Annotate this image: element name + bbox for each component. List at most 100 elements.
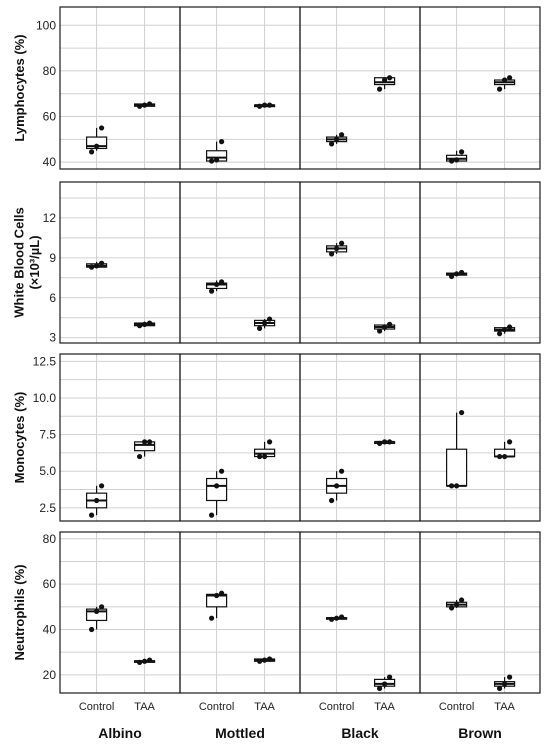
data-point — [209, 615, 215, 621]
data-point — [459, 149, 465, 155]
box-control — [85, 483, 108, 518]
y-axis-label: Monocytes (%) — [12, 392, 27, 484]
data-point — [382, 681, 388, 687]
box-taa — [494, 674, 516, 692]
data-point — [262, 453, 268, 460]
data-point — [377, 440, 383, 446]
data-point — [137, 659, 143, 665]
data-point — [94, 608, 100, 614]
facet-albino — [59, 353, 181, 522]
data-point — [507, 674, 513, 680]
y-tick-label: 2.5 — [39, 501, 56, 515]
data-point — [94, 263, 100, 269]
y-axis-label-line: White Blood Cells — [11, 207, 26, 318]
data-point — [449, 605, 455, 611]
y-axis-label: Lymphocytes (%) — [12, 34, 27, 141]
box-taa — [374, 439, 396, 446]
data-point — [89, 626, 95, 633]
box-taa — [494, 324, 516, 337]
data-point — [449, 483, 455, 489]
y-tick-label: 60 — [43, 110, 57, 124]
box-taa — [134, 101, 156, 109]
box-control — [446, 269, 468, 280]
box-taa — [254, 656, 276, 664]
data-point — [214, 483, 220, 489]
data-point — [267, 656, 273, 662]
facet-black — [299, 181, 421, 344]
data-point — [142, 321, 148, 327]
data-point — [454, 601, 460, 608]
data-point — [459, 409, 465, 416]
facet-border — [419, 353, 541, 522]
data-point — [99, 483, 105, 489]
facet-mottled — [179, 353, 301, 522]
data-point — [507, 75, 513, 81]
data-point — [502, 327, 508, 333]
data-point — [137, 453, 143, 460]
box-taa — [494, 75, 516, 92]
data-point — [329, 141, 335, 147]
data-point — [387, 75, 393, 81]
data-point — [262, 657, 268, 663]
data-point — [147, 439, 153, 445]
data-point — [497, 86, 503, 92]
x-axis-layer: Control TAA Albino Control TAA Mottled Control… — [79, 701, 516, 741]
data-point — [377, 86, 383, 92]
y-tick-label: 6 — [49, 291, 56, 305]
y-tick-label: 7.5 — [39, 428, 56, 442]
data-point — [339, 614, 345, 620]
data-point — [387, 439, 393, 445]
box-control — [326, 468, 348, 504]
panels-layer: Lymphocytes (%) 40 60 80 100 White Blood Cell… — [11, 6, 541, 694]
data-point — [459, 597, 465, 603]
data-point — [507, 439, 513, 445]
data-point — [267, 102, 273, 108]
data-point — [267, 439, 273, 445]
data-point — [262, 102, 268, 108]
facet-albino — [59, 6, 181, 170]
data-point — [382, 439, 388, 445]
data-point — [329, 251, 335, 257]
panel-1: Lymphocytes (%) 40 60 80 100 — [12, 6, 541, 170]
data-point — [219, 139, 225, 145]
data-point — [99, 260, 105, 266]
data-point — [209, 158, 215, 164]
box-taa — [254, 102, 276, 109]
data-point — [267, 316, 273, 322]
data-point — [329, 616, 335, 622]
data-point — [382, 324, 388, 330]
data-point — [387, 321, 393, 327]
box-control — [206, 139, 228, 164]
box-control — [326, 614, 348, 622]
data-point — [257, 325, 263, 331]
data-point — [497, 685, 503, 692]
data-point — [94, 143, 100, 149]
data-point — [334, 483, 340, 489]
data-point — [339, 468, 345, 474]
x-tick-label: TAA — [134, 701, 155, 713]
data-point — [142, 658, 148, 664]
data-point — [454, 483, 460, 489]
group-label: Black — [341, 725, 379, 741]
x-tick-label: Control — [439, 701, 474, 713]
y-tick-label: 40 — [43, 155, 57, 169]
data-point — [339, 240, 345, 246]
data-point — [334, 245, 340, 252]
data-point — [262, 320, 268, 326]
data-point — [497, 331, 503, 337]
y-axis-label: White Blood Cells(×10³/µL) — [11, 207, 42, 318]
panel-4: Neutrophils (%) 20 40 60 80 — [12, 531, 541, 694]
data-point — [449, 273, 455, 280]
y-tick-label: 40 — [43, 623, 57, 637]
data-point — [257, 103, 263, 109]
facet-albino — [59, 531, 181, 694]
facet-mottled — [179, 531, 301, 694]
data-point — [137, 103, 143, 109]
y-tick-label: 10.0 — [33, 391, 57, 405]
data-point — [334, 136, 340, 142]
facet-black — [299, 531, 421, 694]
facet-brown — [419, 531, 541, 694]
data-point — [502, 681, 508, 687]
